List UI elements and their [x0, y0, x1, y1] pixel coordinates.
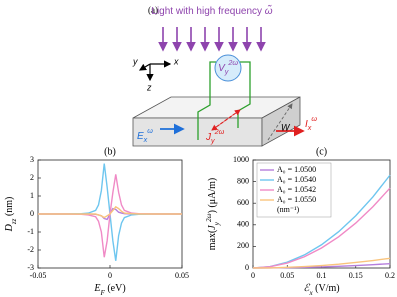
current-j-arrow [211, 109, 241, 131]
chart-title: (b) [104, 146, 116, 157]
field-label-part: x [143, 135, 148, 144]
y-tick-label: 0 [245, 263, 249, 272]
legend-note: (nm⁻¹) [277, 205, 300, 214]
current-i-label-part: x [307, 123, 312, 132]
x-tick-label: 0 [251, 271, 255, 280]
y-axis-label-part: ) (μA/m) [207, 178, 218, 214]
slab [132, 96, 301, 147]
axis-label: x [173, 56, 179, 66]
y-tick-label: -2 [27, 245, 34, 254]
legend-label: A₀ = 1.0550 [277, 195, 316, 204]
x-axis-label-part: x [308, 289, 313, 297]
legend-label: A₀ = 1.0500 [277, 165, 316, 174]
y-axis-label-part: J [207, 225, 218, 230]
panel-a: (a) x y z W [132, 5, 305, 147]
light-label-part: ω̃ [265, 4, 273, 17]
width-arrow [267, 103, 293, 141]
width-label: W [281, 122, 291, 132]
y-tick-label: 0 [30, 209, 34, 218]
x-tick-label: 0.1 [317, 271, 327, 280]
y-tick-label: -3 [27, 263, 34, 272]
line-series [252, 257, 391, 269]
chart-title: (c) [316, 146, 327, 157]
y-tick-label: 800 [237, 176, 249, 185]
voltmeter [214, 54, 242, 82]
line-series [38, 205, 182, 219]
x-tick-label: 0.15 [349, 271, 363, 280]
x-axis-label-part: E [93, 283, 100, 294]
voltage-loop [197, 61, 251, 140]
light-label: Light with high frequency ω̃ [151, 4, 272, 17]
y-axis-label-part: D [4, 223, 15, 232]
panel-label: (a) [148, 5, 158, 15]
current-j-label-part: y [210, 136, 215, 145]
field-label-part: E [137, 131, 144, 142]
x-axis-label: EF (eV) [93, 283, 125, 296]
field-label-part: ω [147, 126, 153, 135]
y-axis-label-part: (nm) [4, 197, 15, 219]
y-axis-label-part: max( [207, 229, 218, 250]
x-tick-label: 0 [108, 271, 112, 280]
voltage-label-part: y [224, 67, 229, 76]
x-axis-label-part: ℰ [303, 283, 310, 294]
field-label: Exω [137, 126, 153, 144]
y-axis-label-part: 2ω [205, 213, 213, 222]
y-tick-label: 600 [237, 198, 249, 207]
current-i-label-part: I [305, 119, 308, 130]
x-axis-label-part: (eV) [105, 283, 126, 294]
y-tick-label: 3 [30, 155, 34, 164]
y-tick-label: 200 [237, 241, 249, 250]
y-tick-label: -1 [27, 227, 34, 236]
light-label-part: Light with high frequency [151, 6, 264, 17]
y-axis-label: max(Jy2ω) (μA/m) [205, 178, 221, 251]
x-tick-label: 0.05 [280, 271, 294, 280]
axis-label: z [146, 82, 152, 92]
x-tick-label: 0.05 [175, 271, 189, 280]
y-axis-label-part: y [213, 221, 221, 226]
x-tick-label: -0.05 [30, 271, 47, 280]
current-j-label: Jy2ω [205, 127, 225, 145]
x-tick-label: 0.2 [385, 271, 395, 280]
voltage-label-part: 2ω [227, 58, 238, 67]
current-j-label-part: 2ω [214, 127, 225, 136]
voltage-label-part: V [218, 63, 226, 74]
y-axis-label: Dzz (nm) [4, 197, 17, 233]
light-arrows [158, 27, 266, 52]
x-axis-label-part: F [99, 289, 105, 297]
legend-label: A₀ = 1.0542 [277, 185, 316, 194]
axis-label: y [132, 56, 138, 66]
y-axis-label-part: zz [10, 218, 18, 225]
y-tick-label: 400 [237, 220, 249, 229]
legend-label: A₀ = 1.0540 [277, 175, 316, 184]
coordinate-axes [138, 60, 172, 82]
x-axis-label: ℰx (V/m) [303, 283, 339, 296]
voltage-label: Vy2ω [218, 58, 238, 76]
current-i-label-part: ω [311, 114, 317, 123]
current-j-label-part: J [205, 132, 212, 143]
current-i-label: Ixω [305, 114, 317, 132]
line-series [252, 187, 391, 269]
x-axis-label-part: (V/m) [313, 283, 340, 294]
y-tick-label: 1000 [233, 155, 249, 164]
y-tick-label: 1 [30, 191, 34, 200]
y-tick-label: 2 [30, 173, 34, 182]
